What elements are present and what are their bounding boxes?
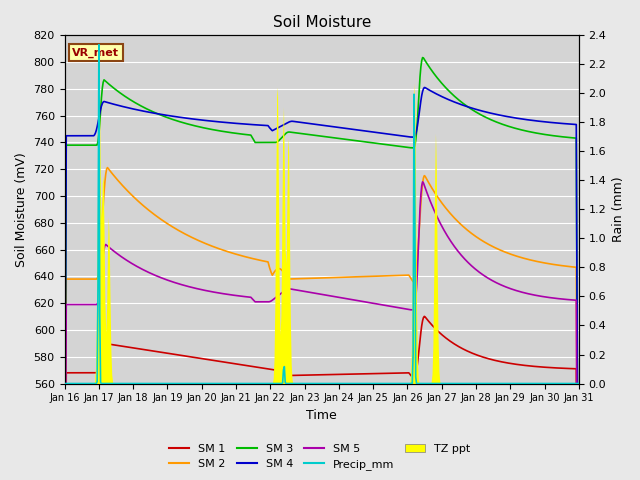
X-axis label: Time: Time	[307, 409, 337, 422]
Legend: SM 1, SM 2, SM 3, SM 4, SM 5, Precip_mm, TZ ppt: SM 1, SM 2, SM 3, SM 4, SM 5, Precip_mm,…	[165, 439, 475, 474]
Y-axis label: Rain (mm): Rain (mm)	[612, 177, 625, 242]
Y-axis label: Soil Moisture (mV): Soil Moisture (mV)	[15, 152, 28, 267]
Title: Soil Moisture: Soil Moisture	[273, 15, 371, 30]
Text: VR_met: VR_met	[72, 48, 119, 58]
